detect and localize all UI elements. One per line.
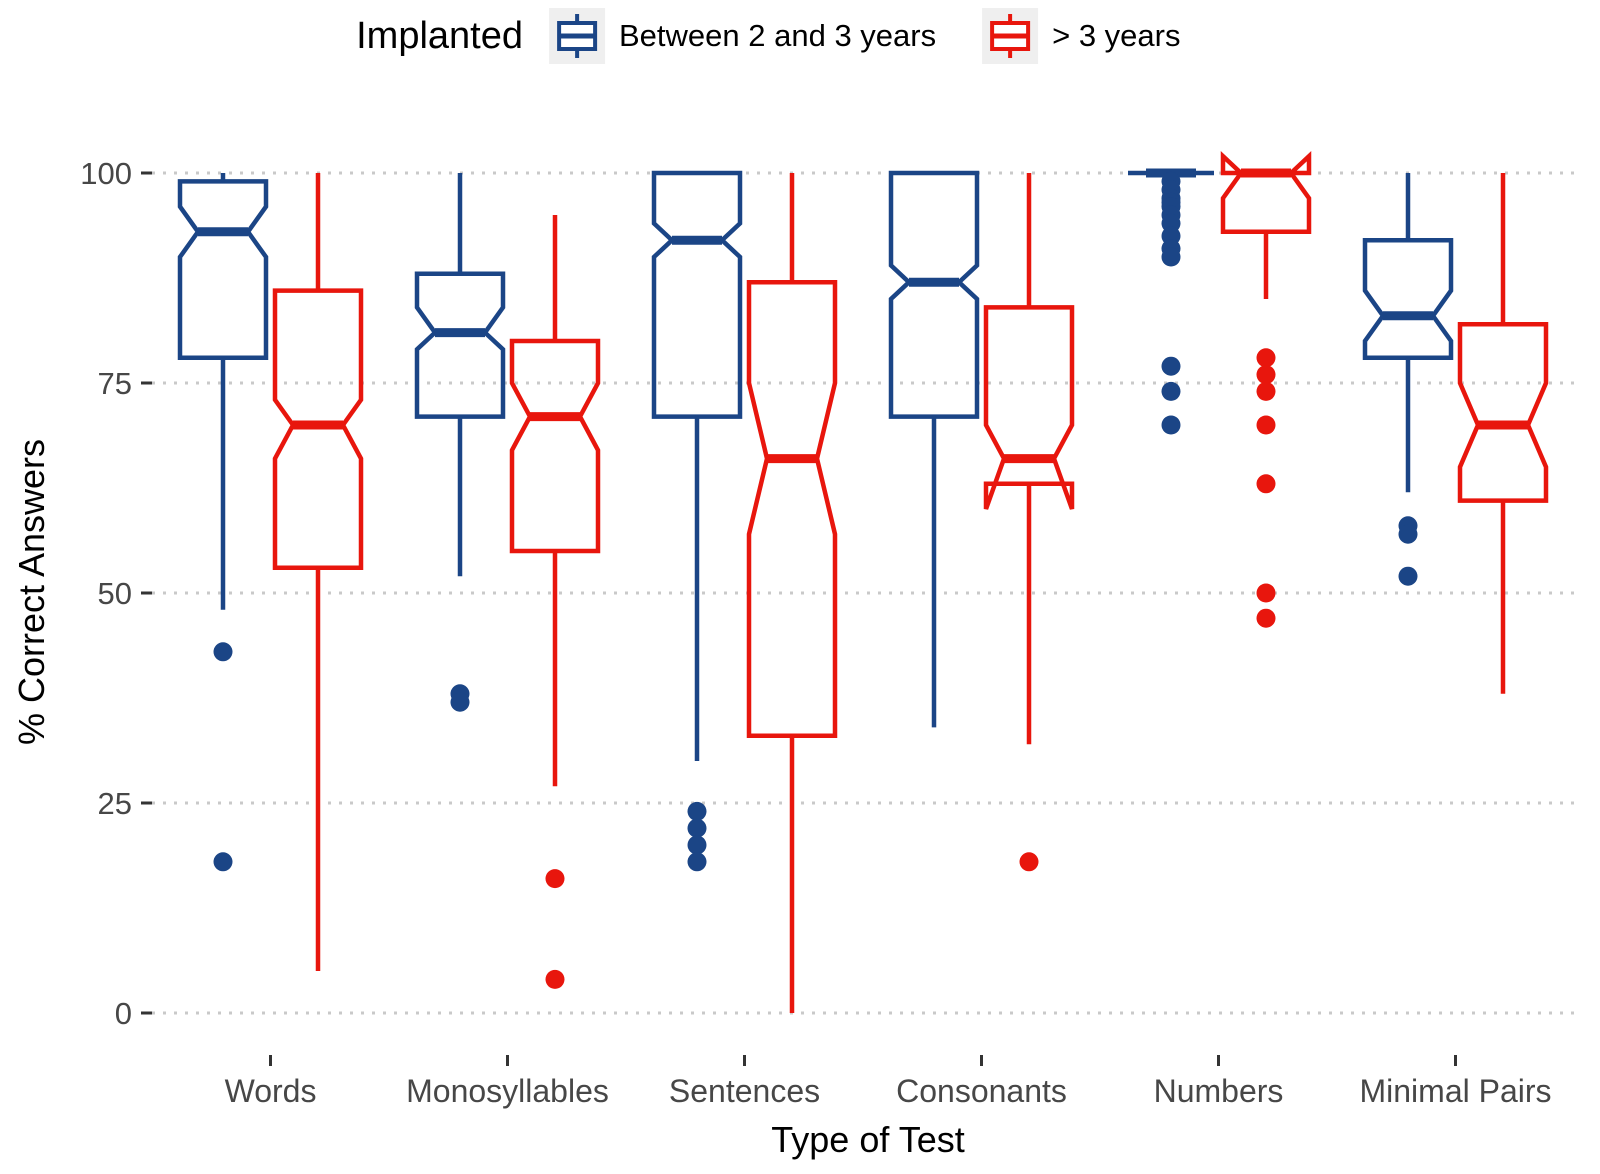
outlier-point bbox=[687, 835, 707, 855]
notched-box bbox=[651, 170, 743, 419]
x-tick-label-Numbers: Numbers bbox=[1154, 1073, 1284, 1109]
outlier-point bbox=[1256, 381, 1276, 401]
outlier-point bbox=[1256, 474, 1276, 494]
box-monosyllables-series1 bbox=[509, 215, 601, 989]
notched-box bbox=[746, 279, 838, 739]
x-tick-label-Minimal Pairs: Minimal Pairs bbox=[1359, 1073, 1551, 1109]
outlier-point bbox=[213, 852, 233, 872]
box-sentences-series1 bbox=[746, 173, 838, 1013]
legend-title: Implanted bbox=[356, 14, 523, 57]
box-consonants-series0 bbox=[888, 170, 980, 728]
legend-label-between-2-3-years: Between 2 and 3 years bbox=[618, 18, 937, 53]
box-numbers-series0 bbox=[1128, 168, 1214, 435]
outlier-point bbox=[1161, 381, 1181, 401]
boxplot-key-red-icon bbox=[990, 14, 1031, 58]
box-monosyllables-series0 bbox=[414, 173, 506, 712]
legend-label-over-3-years: > 3 years bbox=[1052, 18, 1181, 53]
outlier-point bbox=[545, 969, 565, 989]
x-tick-label-Sentences: Sentences bbox=[669, 1073, 820, 1109]
outlier-point bbox=[1161, 415, 1181, 435]
outlier-point bbox=[545, 869, 565, 889]
outlier-point bbox=[687, 818, 707, 838]
x-tick-label-Monosyllables: Monosyllables bbox=[406, 1073, 609, 1109]
box-words-series1 bbox=[272, 173, 364, 971]
notched-box bbox=[1362, 237, 1454, 361]
outlier-point bbox=[213, 642, 233, 662]
box-consonants-series1 bbox=[983, 173, 1075, 872]
x-axis-title: Type of Test bbox=[771, 1119, 965, 1160]
box-sentences-series0 bbox=[651, 170, 743, 872]
box-minimal-pairs-series0 bbox=[1362, 173, 1454, 586]
outlier-point bbox=[1256, 583, 1276, 603]
series-over-3-years bbox=[272, 151, 1549, 1013]
y-tick-label-25: 25 bbox=[98, 786, 132, 821]
x-axis-ticks: Words Monosyllables Sentences Consonants Num… bbox=[225, 1055, 1552, 1109]
y-axis-title: % Correct Answers bbox=[11, 438, 52, 746]
notched-box bbox=[983, 305, 1075, 510]
notched-box bbox=[177, 179, 269, 361]
x-tick-label-Words: Words bbox=[225, 1073, 317, 1109]
notched-box bbox=[1220, 151, 1312, 235]
boxplot-key-blue-icon bbox=[556, 14, 597, 58]
legend-key-between-2-3-years bbox=[548, 8, 605, 64]
y-tick-label-0: 0 bbox=[115, 996, 132, 1031]
notched-box bbox=[509, 338, 601, 554]
outlier-point bbox=[687, 801, 707, 821]
outlier-point bbox=[1398, 524, 1418, 544]
y-tick-label-100: 100 bbox=[80, 156, 132, 191]
y-axis-ticks: 0 25 50 75 100 bbox=[80, 156, 152, 1031]
box-words-series0 bbox=[177, 173, 269, 872]
outlier-point bbox=[1256, 348, 1276, 368]
outlier-point bbox=[450, 692, 470, 712]
outlier-point bbox=[1256, 365, 1276, 385]
outlier-point bbox=[1256, 415, 1276, 435]
outlier-point bbox=[1161, 247, 1181, 267]
outlier-point bbox=[1256, 608, 1276, 628]
outlier-point bbox=[1398, 566, 1418, 586]
x-tick-label-Consonants: Consonants bbox=[896, 1073, 1067, 1109]
y-tick-label-75: 75 bbox=[98, 366, 132, 401]
y-tick-label-50: 50 bbox=[98, 576, 132, 611]
outlier-point bbox=[1019, 852, 1039, 872]
notched-box bbox=[414, 271, 506, 419]
legend: Implanted Between 2 and 3 years > 3 year… bbox=[356, 8, 1226, 64]
series-between-2-3-years bbox=[177, 168, 1454, 872]
notched-box bbox=[888, 170, 980, 419]
legend-key-over-3-years bbox=[982, 8, 1039, 64]
outlier-point bbox=[687, 852, 707, 872]
box-numbers-series1 bbox=[1220, 151, 1312, 628]
notched-box bbox=[272, 288, 364, 571]
notched-box bbox=[1457, 321, 1549, 503]
box-minimal-pairs-series1 bbox=[1457, 173, 1549, 694]
outlier-point bbox=[1161, 356, 1181, 376]
gridlines bbox=[152, 171, 1574, 1015]
